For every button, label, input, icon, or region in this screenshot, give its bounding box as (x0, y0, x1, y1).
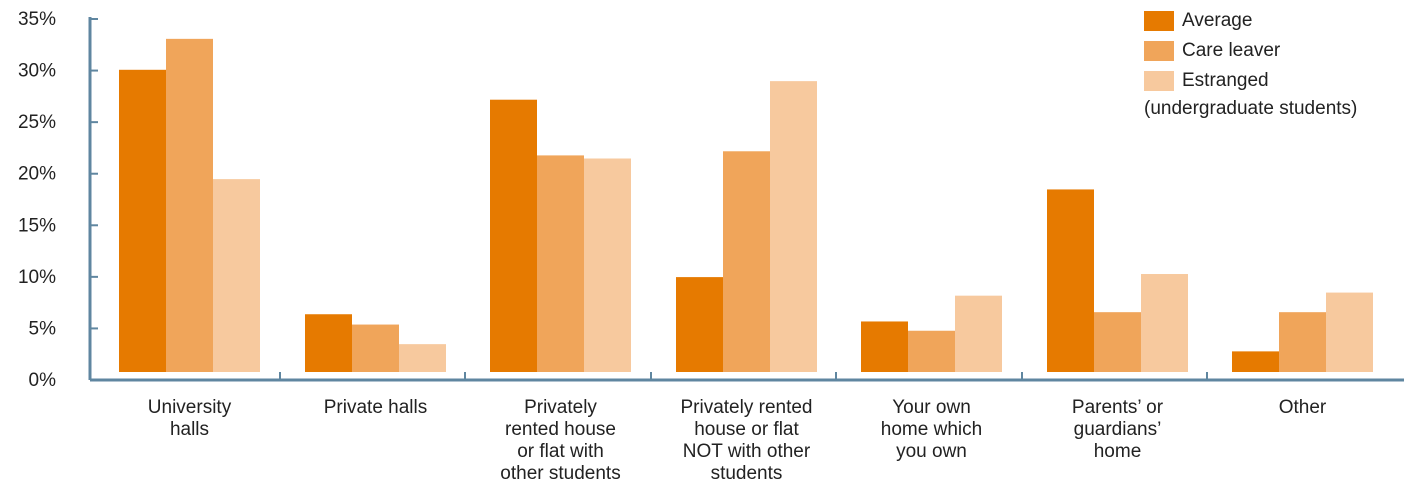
y-tick-label-2: 10% (18, 267, 56, 288)
x-category-label-5: Parents’ or guardians’ home (1072, 397, 1164, 462)
legend-swatch-estranged (1144, 71, 1174, 91)
bar-care-leaver-6 (1279, 312, 1326, 372)
bar-estranged-2 (584, 158, 631, 372)
bar-estranged-6 (1326, 292, 1373, 372)
legend-swatch-care-leaver (1144, 41, 1174, 61)
bar-care-leaver-2 (537, 155, 584, 372)
x-category-label-3: Privately rented house or flat NOT with ot… (680, 397, 812, 484)
legend-item-average: Average (1144, 6, 1357, 36)
bar-average-0 (119, 69, 166, 372)
bar-average-1 (305, 314, 352, 372)
y-tick-label-4: 20% (18, 164, 56, 185)
bar-average-2 (490, 99, 537, 373)
x-category-label-4: Your own home which you own (881, 397, 982, 462)
x-category-label-2: Privately rented house or flat with other s… (500, 397, 620, 484)
bar-estranged-0 (213, 179, 260, 372)
bar-estranged-4 (955, 295, 1002, 372)
y-tick-label-5: 25% (18, 112, 56, 133)
y-tick-label-3: 15% (18, 215, 56, 236)
legend-swatch-average (1144, 11, 1174, 31)
bar-average-4 (861, 321, 908, 372)
legend-label-average: Average (1182, 10, 1253, 31)
y-tick-label-1: 5% (29, 318, 57, 339)
y-tick-label-7: 35% (18, 9, 56, 30)
legend-note: (undergraduate students) (1144, 98, 1358, 119)
bar-care-leaver-1 (352, 324, 399, 372)
legend-label-care-leaver: Care leaver (1182, 40, 1281, 61)
bar-estranged-3 (770, 81, 817, 372)
bar-care-leaver-5 (1094, 312, 1141, 372)
y-tick-label-0: 0% (29, 370, 57, 391)
bar-care-leaver-4 (908, 330, 955, 372)
legend-item-estranged: Estranged (1144, 66, 1357, 96)
bar-care-leaver-0 (166, 38, 213, 372)
bar-average-6 (1232, 351, 1279, 372)
bar-care-leaver-3 (723, 151, 770, 372)
bar-estranged-1 (399, 344, 446, 372)
legend-item-care-leaver: Care leaver (1144, 36, 1357, 66)
y-tick-label-6: 30% (18, 61, 56, 82)
bar-average-3 (676, 277, 723, 372)
bar-estranged-5 (1141, 274, 1188, 372)
x-category-label-1: Private halls (324, 397, 428, 418)
bar-average-5 (1047, 189, 1094, 372)
legend-label-estranged: Estranged (1182, 70, 1269, 91)
x-category-label-6: Other (1279, 397, 1327, 418)
legend: Average Care leaver Estranged (undergrad… (1144, 6, 1357, 120)
x-category-label-0: University halls (148, 397, 232, 440)
